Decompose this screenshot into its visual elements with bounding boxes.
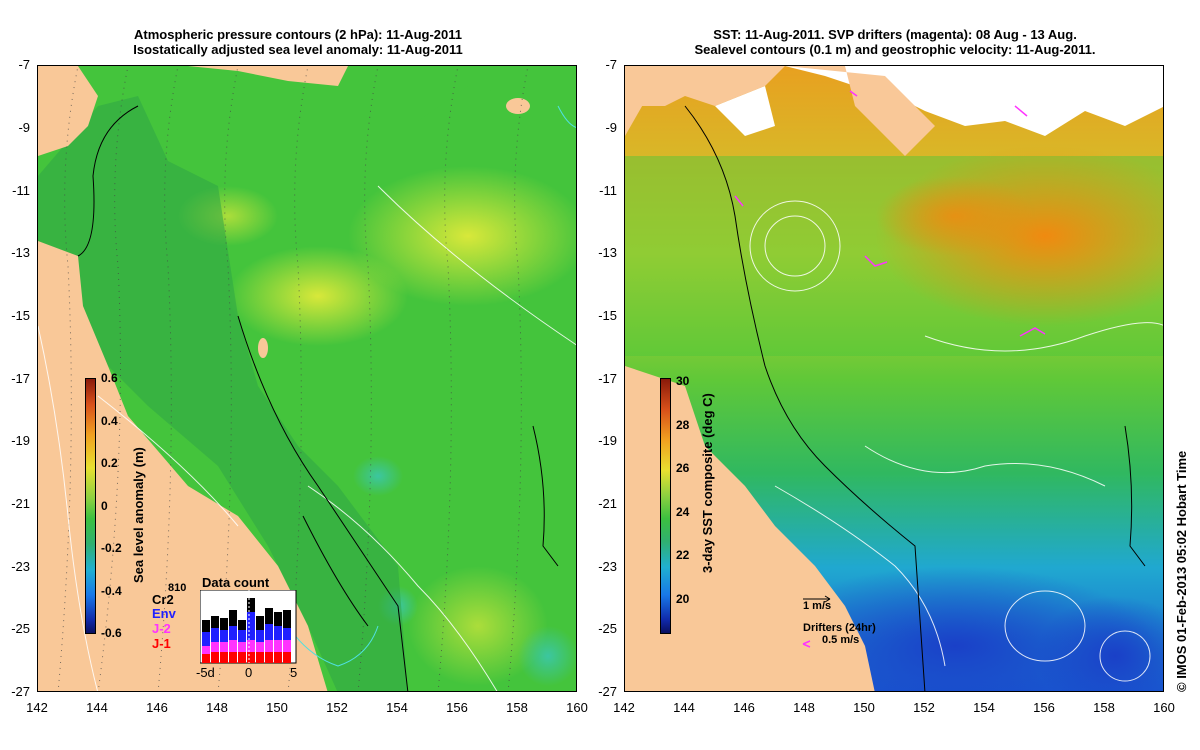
x-tick: 154 [386,700,408,715]
y-tick: -23 [11,559,30,574]
x-tick: 142 [26,700,48,715]
colorbar-tick: -0.4 [101,584,122,598]
inset-legend-env: Env [152,606,176,621]
colorbar-tick: 0.4 [101,414,118,428]
left-title-line2: Isostatically adjusted sea level anomaly… [133,42,463,57]
x-tick: 158 [1093,700,1115,715]
x-tick: 152 [913,700,935,715]
sea-level-colorbar-label: Sea level anomaly (m) [131,447,146,583]
x-tick: 148 [206,700,228,715]
sea-level-anomaly-map [37,65,577,692]
sea-level-colorbar [85,378,96,634]
inset-x-tick: 0 [245,665,253,680]
x-tick: 152 [326,700,348,715]
x-tick: 144 [673,700,695,715]
colorbar-tick: -0.2 [101,541,122,555]
y-tick: -27 [11,684,30,699]
colorbar-tick: 20 [676,592,690,606]
inset-legend-j2: J-2 [152,621,171,636]
x-tick: 158 [506,700,528,715]
colorbar-tick: 0.2 [101,456,118,470]
y-tick: -23 [598,559,617,574]
sst-colorbar-label: 3-day SST composite (deg C) [700,393,715,573]
left-title-line1: Atmospheric pressure contours (2 hPa): 1… [134,27,462,42]
colorbar-tick: 0.6 [101,371,118,385]
x-tick: 142 [613,700,635,715]
y-tick: -9 [605,120,617,135]
colorbar-tick: 0 [101,499,108,513]
colorbar-tick: -0.6 [101,626,122,640]
x-tick: 156 [446,700,468,715]
right-title-line1: SST: 11-Aug-2011. SVP drifters (magenta)… [713,27,1077,42]
papua-new-guinea-landmass [188,66,348,86]
x-tick: 144 [86,700,108,715]
drifter-scale-label: 0.5 m/s [822,634,860,646]
y-tick: -15 [598,308,617,323]
y-tick: -9 [18,120,30,135]
velocity-scale-label: 1 m/s [803,600,832,612]
y-tick: -19 [598,433,617,448]
inset-legend-cr2: Cr2 [152,592,174,607]
colorbar-tick: 26 [676,461,690,475]
sst-png-landmass [785,66,935,156]
colorbar-tick: 28 [676,418,690,432]
y-tick: -11 [599,183,617,198]
x-tick: 156 [1033,700,1055,715]
inset-legend-j1: J-1 [152,636,171,651]
y-tick: -13 [11,245,30,260]
y-tick: -17 [11,371,30,386]
x-tick: 150 [266,700,288,715]
x-tick: 150 [853,700,875,715]
y-tick: -21 [598,496,617,511]
y-tick: -27 [598,684,617,699]
y-tick: -15 [11,308,30,323]
inset-count: 810 [168,582,187,594]
y-tick: -19 [11,433,30,448]
colorbar-tick: 24 [676,505,690,519]
y-tick: -21 [11,496,30,511]
y-tick: -7 [18,57,30,72]
inset-x-tick: -5d [196,665,215,680]
right-title-line2: Sealevel contours (0.1 m) and geostrophi… [694,42,1096,57]
y-tick: -17 [598,371,617,386]
y-tick: -25 [598,621,617,636]
drifters-label: Drifters (24hr) [803,622,876,634]
credit-text: © IMOS 01-Feb-2013 05:02 Hobart Time [1174,450,1189,692]
y-tick: -25 [11,621,30,636]
y-tick: -7 [605,57,617,72]
y-tick: -11 [12,183,30,198]
sst-australia-landmass [625,366,875,691]
x-tick: 160 [566,700,588,715]
x-tick: 146 [146,700,168,715]
x-tick: 148 [793,700,815,715]
colorbar-tick: 22 [676,548,690,562]
sst-map [624,65,1164,692]
inset-histogram [200,590,297,664]
x-tick: 154 [973,700,995,715]
inset-title: Data count [202,575,270,590]
x-tick: 160 [1153,700,1175,715]
australia-landmass [38,241,328,691]
inset-x-tick: 5 [290,665,298,680]
sst-colorbar [660,378,671,634]
x-tick: 146 [733,700,755,715]
y-tick: -13 [598,245,617,260]
colorbar-tick: 30 [676,374,690,388]
